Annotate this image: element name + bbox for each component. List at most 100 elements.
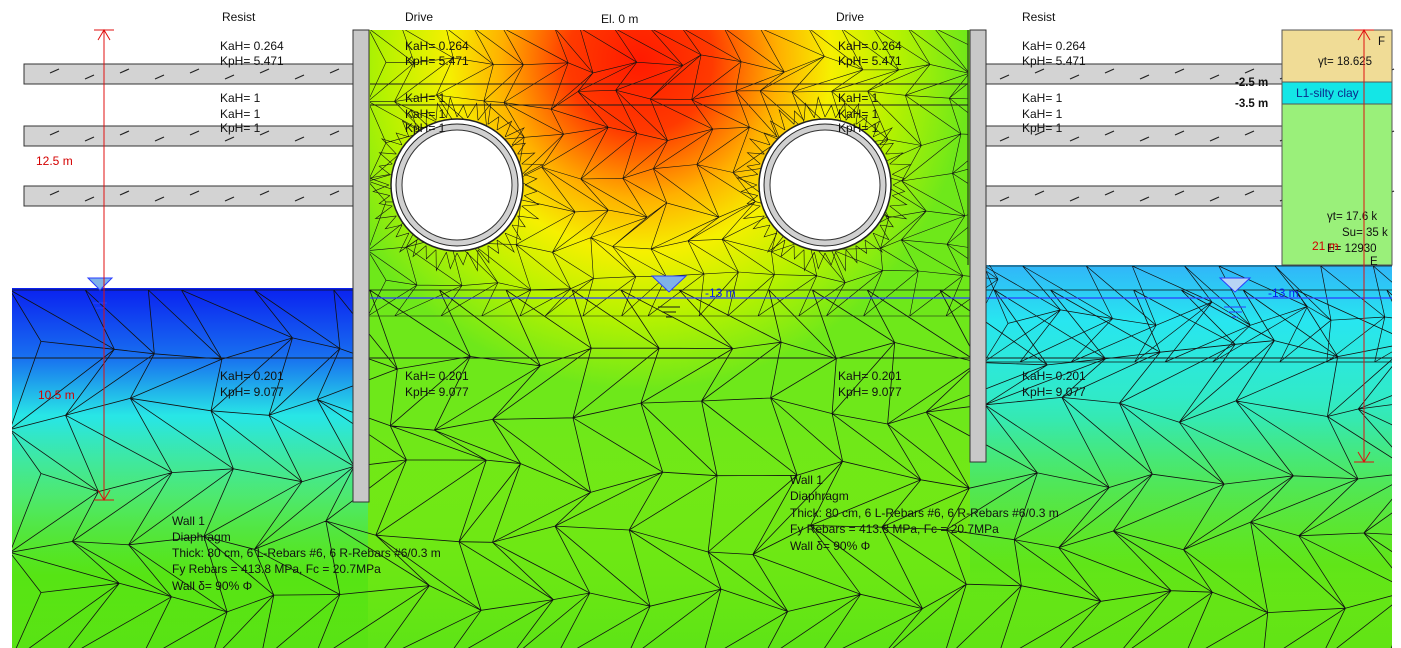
coef-lower-kph-left-resist: KpH= 9.077 <box>220 385 284 399</box>
right-wall <box>969 29 987 463</box>
strut-beam <box>23 185 356 207</box>
strut-hatch-mark <box>1104 190 1115 196</box>
coef-lower-kph-left-drive: KpH= 9.077 <box>405 385 469 399</box>
strut-hatch-mark <box>119 190 130 196</box>
tunnel-left <box>390 118 524 252</box>
coef-upper-kph-right-resist: KpH= 5.471 <box>1022 54 1086 68</box>
strut-hatch-mark <box>1069 136 1080 142</box>
strut-hatch-mark <box>1244 190 1255 196</box>
coef-mid-kph-left-resist: KpH= 1 <box>220 121 261 135</box>
water-level-label-right: -13 m <box>1268 286 1299 300</box>
panel-ee: E <box>1370 256 1378 268</box>
wall-note-left-line1: Wall 1 <box>172 514 205 528</box>
strut-hatch-mark <box>329 68 340 74</box>
coef-lower-kah-left-resist: KaH= 0.201 <box>220 369 284 383</box>
strut-hatch-mark <box>224 136 235 142</box>
strut-hatch-mark <box>119 68 130 74</box>
strut-hatch-mark <box>259 130 270 136</box>
diaphragm-walls <box>352 29 987 503</box>
strut-hatch-mark <box>1174 68 1185 74</box>
strut-hatch-mark <box>189 130 200 136</box>
strut-hatch-mark <box>999 136 1010 142</box>
label-left-drive: Drive <box>405 10 433 24</box>
strut-hatch-mark <box>1244 130 1255 136</box>
wall-note-left-line5: Wall δ= 90% Φ <box>172 579 252 593</box>
dimension-right: 21 m <box>1312 239 1339 253</box>
strut-hatch-mark <box>1174 190 1185 196</box>
coef-mid-kah2-left-resist: KaH= 1 <box>220 107 261 121</box>
strut-hatch-mark <box>1104 68 1115 74</box>
coef-upper-kph-left-resist: KpH= 5.471 <box>220 54 284 68</box>
coef-upper-kah-left-drive: KaH= 0.264 <box>405 39 469 53</box>
strut-hatch-mark <box>1069 196 1080 202</box>
label-left-resist: Resist <box>222 10 256 24</box>
coef-mid-kph-right-drive: KpH= 1 <box>838 121 879 135</box>
strut-hatch-mark <box>154 74 165 80</box>
wall-note-left-line2: Diaphragm <box>172 530 231 544</box>
strut-hatch-mark <box>49 68 60 74</box>
coef-lower-kph-right-drive: KpH= 9.077 <box>838 385 902 399</box>
water-level-label: -13 m <box>705 286 736 300</box>
wall-note-right-line4: Fy Rebars = 413.8 MPa, Fc = 20.7MPa <box>790 522 999 536</box>
strut-hatch-mark <box>294 136 305 142</box>
coef-lower-kph-right-resist: KpH= 9.077 <box>1022 385 1086 399</box>
wall-note-right-line1: Wall 1 <box>790 473 823 487</box>
strut-hatch-mark <box>1244 68 1255 74</box>
coef-mid-kah-left-resist: KaH= 1 <box>220 91 261 105</box>
strut-beam <box>23 125 356 147</box>
label-right-drive: Drive <box>836 10 864 24</box>
panel-elev-b: -3.5 m <box>1235 98 1268 110</box>
wall-note-right-line2: Diaphragm <box>790 489 849 503</box>
panel-top-letter: F <box>1378 36 1385 48</box>
tunnel-ring-mesh <box>736 96 912 272</box>
panel-gamma-lower: γt= 17.6 k <box>1327 211 1377 223</box>
earth-pressure-coefficients: KaH= 0.264 KpH= 5.471 KaH= 0.264 KpH= 5.… <box>220 39 1086 399</box>
wall-note-left-line4: Fy Rebars = 413.8 MPa, Fc = 20.7MPa <box>172 562 381 576</box>
coef-mid-kah-left-drive: KaH= 1 <box>405 91 446 105</box>
strut-hatch-mark <box>154 136 165 142</box>
strut-hatch-mark <box>1034 190 1045 196</box>
side-labels: Resist Drive El. 0 m Drive Resist <box>222 10 1056 26</box>
strut-hatch-mark <box>1209 196 1220 202</box>
coef-mid-kah2-left-drive: KaH= 1 <box>405 107 446 121</box>
coef-upper-kah-right-drive: KaH= 0.264 <box>838 39 902 53</box>
coef-lower-kah-right-drive: KaH= 0.201 <box>838 369 902 383</box>
strut-hatch-mark <box>1034 68 1045 74</box>
strut-hatch-mark <box>1209 136 1220 142</box>
coef-lower-kah-left-drive: KaH= 0.201 <box>405 369 469 383</box>
strut-hatch-mark <box>1139 136 1150 142</box>
strut-hatch-mark <box>49 130 60 136</box>
strut-hatch-mark <box>259 68 270 74</box>
coef-mid-kph-left-drive: KpH= 1 <box>405 121 446 135</box>
lower-soil-blend <box>12 420 1392 648</box>
panel-gamma-top: γt= 18.625 <box>1318 56 1372 68</box>
label-elevation-top: El. 0 m <box>601 12 638 26</box>
wall-note-right-line3: Thick: 80 cm, 6 L-Rebars #6, 6 R-Rebars … <box>790 506 1059 520</box>
panel-su: Su= 35 k <box>1342 227 1388 239</box>
coef-lower-kah-right-resist: KaH= 0.201 <box>1022 369 1086 383</box>
coef-upper-kph-left-drive: KpH= 5.471 <box>405 54 469 68</box>
strut-hatch-mark <box>999 74 1010 80</box>
strut-hatch-mark <box>329 190 340 196</box>
strut-hatch-mark <box>224 196 235 202</box>
strut-hatch-mark <box>189 190 200 196</box>
strut-hatch-mark <box>84 74 95 80</box>
coef-mid-kah2-right-resist: KaH= 1 <box>1022 107 1063 121</box>
strut-hatch-mark <box>294 196 305 202</box>
strut-hatch-mark <box>119 130 130 136</box>
soil-layer-lines <box>12 30 1392 359</box>
coef-mid-kah2-right-drive: KaH= 1 <box>838 107 879 121</box>
wall-note-left-line3: Thick: 80 cm, 6 L-Rebars #6, 6 R-Rebars … <box>172 546 441 560</box>
wall-note-right-line5: Wall δ= 90% Φ <box>790 539 870 553</box>
strut-hatch-mark <box>999 196 1010 202</box>
dimension-left-upper: 12.5 m <box>36 154 73 168</box>
coef-upper-kah-right-resist: KaH= 0.264 <box>1022 39 1086 53</box>
wall-note-right: Wall 1 Diaphragm Thick: 80 cm, 6 L-Rebar… <box>790 473 1059 553</box>
label-right-resist: Resist <box>1022 10 1056 24</box>
strut-hatch-mark <box>1069 74 1080 80</box>
mesh-coarse <box>12 289 1392 648</box>
strut-hatch-mark <box>189 68 200 74</box>
strut-hatch-mark <box>259 190 270 196</box>
strut-hatch-mark <box>84 136 95 142</box>
